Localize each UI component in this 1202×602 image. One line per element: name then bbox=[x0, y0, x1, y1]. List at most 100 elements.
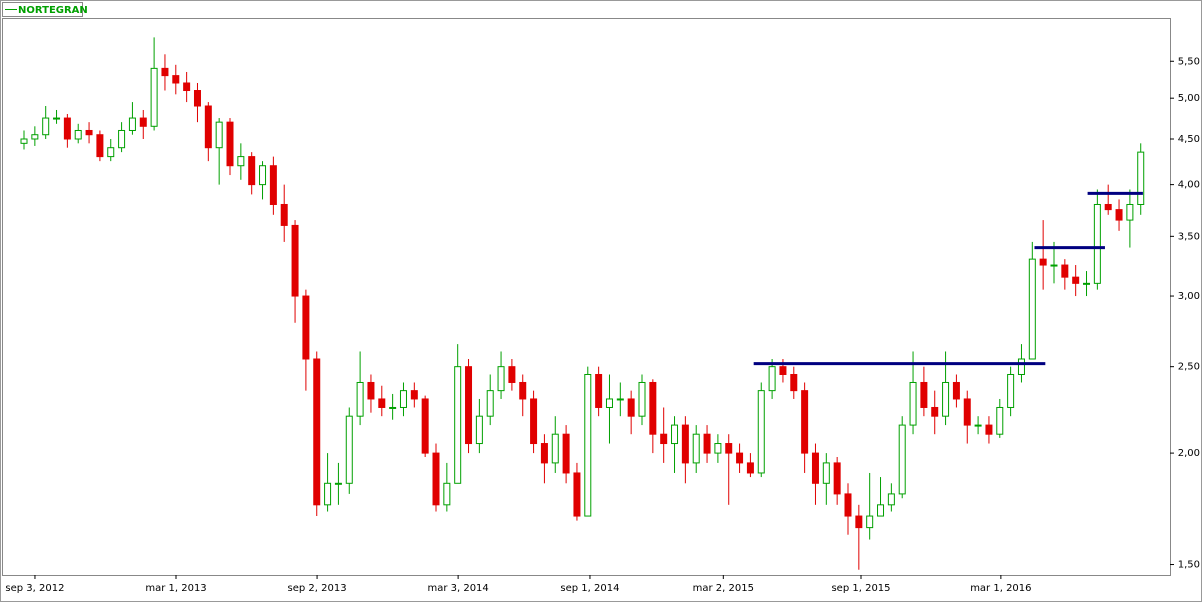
candle-body bbox=[692, 433, 700, 464]
candle-body bbox=[627, 398, 635, 417]
candle-body bbox=[1028, 258, 1036, 360]
candle-body bbox=[985, 424, 993, 435]
candle-body bbox=[226, 121, 234, 167]
candle-body bbox=[475, 415, 483, 445]
candle-body bbox=[508, 366, 516, 383]
candle-body bbox=[519, 381, 527, 400]
x-tick-label: mar 1, 2016 bbox=[970, 583, 1031, 594]
candle-body bbox=[432, 452, 440, 506]
candle-body bbox=[63, 117, 71, 140]
candle-body bbox=[399, 390, 407, 408]
candle-body bbox=[833, 462, 841, 495]
candle-body bbox=[1039, 258, 1047, 266]
candle-body bbox=[660, 433, 668, 445]
candle-body bbox=[671, 424, 679, 445]
candle-body bbox=[193, 90, 201, 107]
candle-body bbox=[1050, 264, 1058, 267]
candle-body bbox=[118, 129, 126, 149]
candle-body bbox=[714, 443, 722, 454]
candle-body bbox=[345, 415, 353, 484]
candle-body bbox=[616, 398, 624, 401]
candle-body bbox=[85, 129, 93, 136]
candle-body bbox=[725, 443, 733, 454]
candle-body bbox=[1083, 282, 1091, 285]
candle-body bbox=[410, 390, 418, 400]
x-tick-label: mar 1, 2013 bbox=[145, 583, 206, 594]
candle-body bbox=[942, 381, 950, 417]
candle-body bbox=[584, 373, 592, 517]
candle-body bbox=[291, 224, 299, 297]
candle-body bbox=[465, 366, 473, 445]
x-tick-label: mar 2, 2015 bbox=[693, 583, 754, 594]
candle-body bbox=[1017, 358, 1025, 375]
candle-body bbox=[551, 433, 559, 464]
y-tick-label: 5,50 bbox=[1178, 56, 1200, 67]
x-tick-label: sep 1, 2014 bbox=[560, 583, 619, 594]
candle-body bbox=[746, 462, 754, 474]
candle-body bbox=[280, 203, 288, 226]
y-tick-label: 3,50 bbox=[1178, 231, 1200, 242]
candle-body bbox=[302, 295, 310, 360]
candle-body bbox=[237, 156, 245, 167]
candle-body bbox=[573, 472, 581, 517]
y-tick-label: 1,50 bbox=[1178, 560, 1200, 571]
legend-label: NORTEGRAN bbox=[18, 5, 88, 16]
candle-body bbox=[20, 138, 28, 144]
candle-body bbox=[139, 117, 147, 127]
candle-body bbox=[334, 482, 342, 485]
candle-body bbox=[443, 482, 451, 506]
legend bbox=[2, 2, 83, 17]
x-tick-label: mar 3, 2014 bbox=[427, 583, 488, 594]
y-tick-label: 5,00 bbox=[1178, 93, 1200, 104]
candle-body bbox=[974, 424, 982, 427]
candle-body bbox=[909, 381, 917, 426]
candle-body bbox=[855, 515, 863, 529]
candle-body bbox=[1093, 203, 1101, 284]
candle-body bbox=[757, 390, 765, 474]
candle-body bbox=[161, 67, 169, 77]
candle-body bbox=[898, 424, 906, 495]
y-tick-label: 2,00 bbox=[1178, 448, 1200, 459]
candle-body bbox=[367, 381, 375, 400]
candle-body bbox=[96, 134, 104, 158]
candle-body bbox=[920, 381, 928, 408]
candle-body bbox=[183, 82, 191, 92]
candle-body bbox=[790, 373, 798, 392]
candle-body bbox=[605, 398, 613, 408]
candle-body bbox=[128, 117, 136, 131]
candle-body bbox=[215, 121, 223, 149]
candle-body bbox=[248, 156, 256, 186]
candle-body bbox=[931, 406, 939, 417]
candle-body bbox=[996, 406, 1004, 435]
candle-body bbox=[801, 390, 809, 454]
y-tick-label: 4,50 bbox=[1178, 134, 1200, 145]
candle-body bbox=[172, 75, 180, 84]
candle-body bbox=[497, 366, 505, 392]
candle-body bbox=[530, 398, 538, 445]
candle-body bbox=[703, 433, 711, 454]
candle-body bbox=[42, 117, 50, 136]
candle-body bbox=[74, 129, 82, 140]
candle-body bbox=[31, 134, 39, 140]
candle-body bbox=[259, 165, 267, 186]
candle-body bbox=[454, 366, 462, 484]
candle-body bbox=[649, 381, 657, 435]
candle-body bbox=[887, 493, 895, 506]
candle-body bbox=[53, 117, 61, 120]
y-tick-label: 3,00 bbox=[1178, 291, 1200, 302]
candle-body bbox=[313, 358, 321, 506]
candle-body bbox=[681, 424, 689, 464]
candle-body bbox=[952, 381, 960, 400]
candle-body bbox=[1061, 264, 1069, 278]
candle-body bbox=[1126, 203, 1134, 221]
candle-body bbox=[1072, 276, 1080, 284]
candle-body bbox=[204, 105, 212, 149]
y-tick-label: 2,50 bbox=[1178, 362, 1200, 373]
candle-body bbox=[736, 452, 744, 464]
candle-body bbox=[595, 373, 603, 408]
candle-body bbox=[1104, 203, 1112, 211]
candle-body bbox=[963, 398, 971, 426]
candle-body bbox=[822, 462, 830, 484]
x-tick-label: sep 1, 2015 bbox=[831, 583, 890, 594]
